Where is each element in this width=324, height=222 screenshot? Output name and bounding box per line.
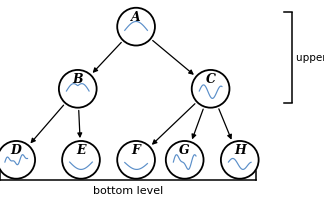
Text: C: C [206,73,215,86]
Ellipse shape [192,70,229,108]
Text: bottom level: bottom level [93,186,163,196]
Ellipse shape [166,141,203,179]
Text: G: G [179,144,190,157]
Text: E: E [76,144,86,157]
Text: B: B [73,73,83,86]
Text: upper levels: upper levels [296,53,324,63]
Ellipse shape [59,70,97,108]
Ellipse shape [117,141,155,179]
Ellipse shape [221,141,259,179]
Ellipse shape [117,8,155,46]
Ellipse shape [0,141,35,179]
Ellipse shape [62,141,100,179]
Text: F: F [132,144,141,157]
Text: D: D [11,144,22,157]
Text: H: H [234,144,246,157]
Text: A: A [131,11,141,24]
